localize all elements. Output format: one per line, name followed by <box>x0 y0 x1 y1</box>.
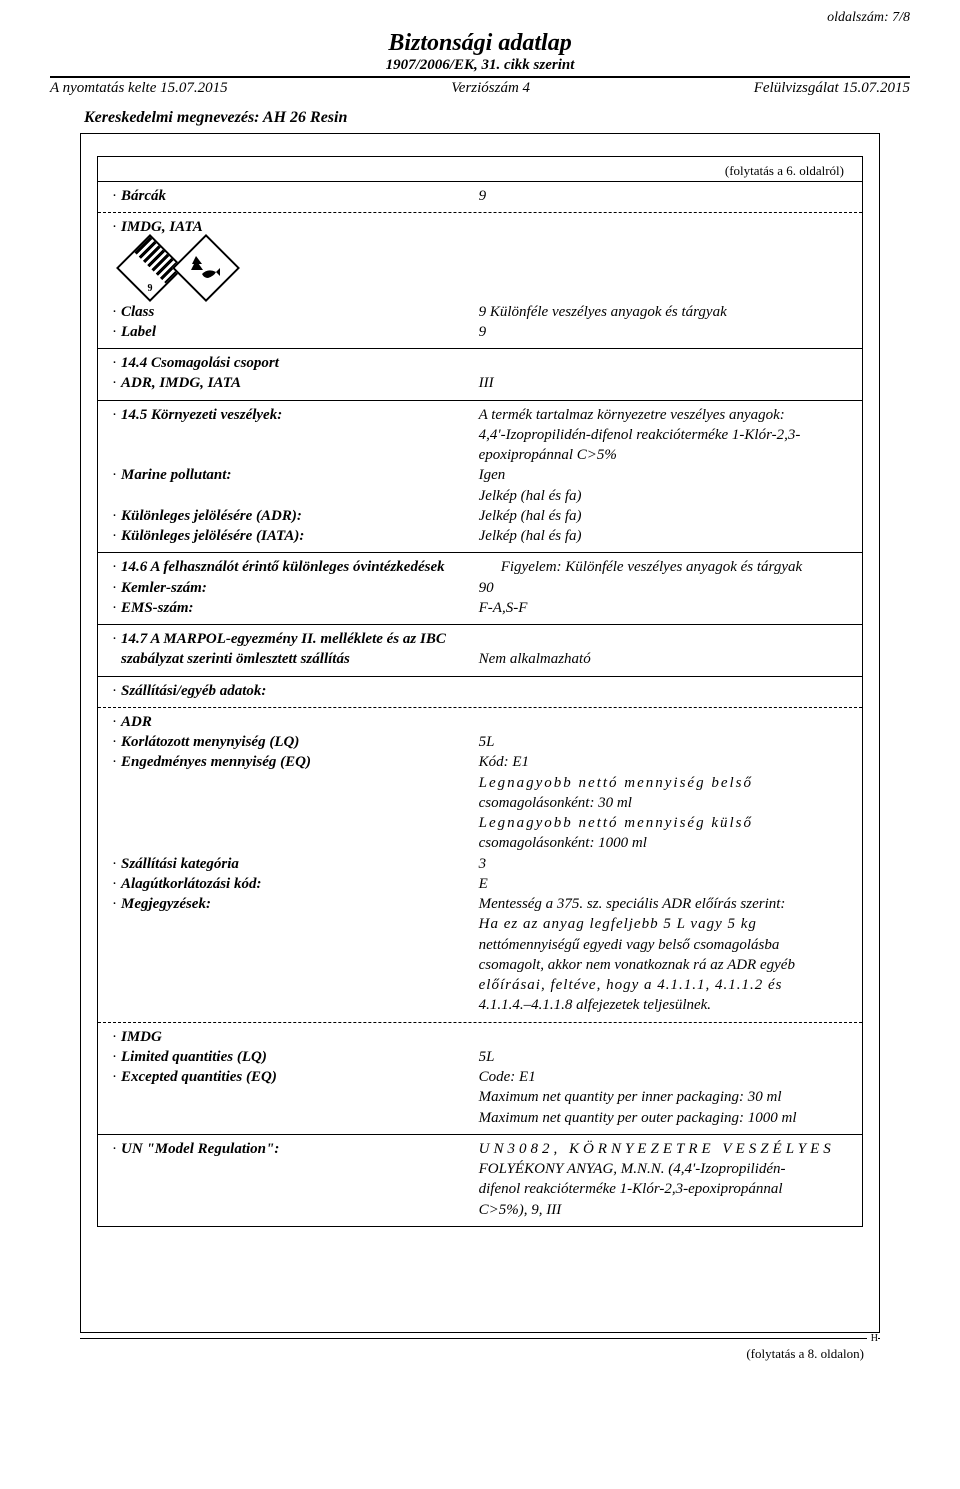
special-adr-value: Jelkép (hal és fa) <box>479 506 848 526</box>
env-val2: 4,4'-Izopropilidén-difenol reakciótermék… <box>479 425 848 466</box>
notes-l2e: 4.1.1.4.–4.1.1.8 alfejezetek teljesülnek… <box>479 995 848 1015</box>
imdg-eq-code: Code: E1 <box>479 1067 848 1087</box>
footer-rule: H <box>80 1333 880 1344</box>
env-label: 14.5 Környezeti veszélyek: <box>121 405 282 425</box>
shipping-heading: Szállítási/egyéb adatok: <box>121 681 266 701</box>
ems-value: F-A,S-F <box>479 598 848 618</box>
tunnel-value: E <box>479 874 848 894</box>
class-label: Class <box>121 302 154 322</box>
special-adr-label: Különleges jelölésére (ADR): <box>121 506 302 526</box>
section-imdg-iata: ·IMDG, IATA 9 ·Class 9 Különf <box>98 212 862 348</box>
continued-to: (folytatás a 8. oldalon) <box>50 1346 864 1362</box>
doc-subtitle: 1907/2006/EK, 31. cikk szerint <box>50 57 910 74</box>
adr-imdg-iata-value: III <box>479 373 848 393</box>
cat-value: 3 <box>479 854 848 874</box>
notes-l2b: nettómennyiségű egyedi vagy belső csomag… <box>479 935 848 955</box>
notes-l1: Mentesség a 375. sz. speciális ADR előír… <box>479 894 848 914</box>
print-date: A nyomtatás kelte 15.07.2015 <box>50 80 228 97</box>
section-barcak: ·Bárcák 9 <box>98 181 862 212</box>
adr-imdg-iata-label: ADR, IMDG, IATA <box>121 373 241 393</box>
page-number: oldalszám: 7/8 <box>50 10 910 26</box>
eq-outer-a: Legnagyobb nettó mennyiség külső <box>479 813 848 833</box>
doc-title: Biztonsági adatlap <box>50 30 910 57</box>
section-special-precautions: ·14.6 A felhasználót érintő különleges ó… <box>98 552 862 624</box>
imdg-iata-label: IMDG, IATA <box>121 217 203 237</box>
notes-l2d: előírásai, feltéve, hogy a 4.1.1.1, 4.1.… <box>479 975 848 995</box>
eq-code: Kód: E1 <box>479 752 848 772</box>
un-l1a: UN3082, KÖRNYEZETRE VESZÉLYES <box>479 1139 848 1159</box>
kemler-label: Kemler-szám: <box>121 578 207 598</box>
spec-value: Figyelem: Különféle veszélyes anyagok és… <box>501 557 848 577</box>
header-rule <box>50 76 910 78</box>
ems-label: EMS-szám: <box>121 598 194 618</box>
imdg-heading: IMDG <box>121 1027 162 1047</box>
section-marpol: ·14.7 A MARPOL-egyezmény II. melléklete … <box>98 624 862 676</box>
class-value: 9 Különféle veszélyes anyagok és tárgyak <box>479 302 848 322</box>
lq-value: 5L <box>479 732 848 752</box>
special-iata-label: Különleges jelölésére (IATA): <box>121 526 304 546</box>
imdg-lq-value: 5L <box>479 1047 848 1067</box>
trade-name: Kereskedelmi megnevezés: AH 26 Resin <box>84 109 910 127</box>
lq-label: Korlátozott menynyiség (LQ) <box>121 732 299 752</box>
class9-pictogram: 9 <box>126 244 174 292</box>
un-l1c: difenol reakcióterméke 1-Klór-2,3-epoxip… <box>479 1179 848 1199</box>
fish-tree-icon <box>190 252 222 284</box>
section-shipping-other: ·Szállítási/egyéb adatok: <box>98 676 862 707</box>
barcak-value: 9 <box>479 186 848 206</box>
section-adr: ·ADR ·Korlátozott menynyiség (LQ) 5L ·En… <box>98 707 862 1022</box>
tunnel-label: Alagútkorlátozási kód: <box>121 874 261 894</box>
marpol-value: Nem alkalmazható <box>479 649 848 669</box>
eq-label: Engedményes mennyiség (EQ) <box>121 752 311 772</box>
imdg-eq-inner: Maximum net quantity per inner packaging… <box>479 1087 848 1107</box>
kemler-value: 90 <box>479 578 848 598</box>
un-l1d: C>5%), 9, III <box>479 1200 848 1220</box>
inner-box: (folytatás a 6. oldalról) ·Bárcák 9 ·IMD… <box>97 156 863 1227</box>
marine-label: Marine pollutant: <box>121 465 231 485</box>
eq-inner-b: csomagolásonként: 30 ml <box>479 793 848 813</box>
stripes-icon <box>132 250 168 286</box>
meta-row: A nyomtatás kelte 15.07.2015 Verziószám … <box>50 80 910 97</box>
section-imdg: ·IMDG ·Limited quantities (LQ) 5L ·Excep… <box>98 1022 862 1134</box>
marpol-line2: szabályzat szerinti ömlesztett szállítás <box>121 649 350 669</box>
continued-from: (folytatás a 6. oldalról) <box>98 163 844 179</box>
barcak-label: Bárcák <box>121 186 166 206</box>
label-value: 9 <box>479 322 848 342</box>
env-hazard-pictogram <box>182 244 230 292</box>
section-un-model: ·UN "Model Regulation": UN3082, KÖRNYEZE… <box>98 1134 862 1226</box>
env-val1: A termék tartalmaz környezetre veszélyes… <box>479 405 848 425</box>
section-env-hazards: ·14.5 Környezeti veszélyek: A termék tar… <box>98 400 862 553</box>
imdg-eq-outer: Maximum net quantity per outer packaging… <box>479 1108 848 1128</box>
notes-l2c: csomagolt, akkor nem vonatkoznak rá az A… <box>479 955 848 975</box>
marine-val2: Jelkép (hal és fa) <box>479 486 848 506</box>
notes-l2a: Ha ez az anyag legfeljebb 5 L vagy 5 kg <box>479 914 848 934</box>
marpol-line1: 14.7 A MARPOL-egyezmény II. melléklete é… <box>121 629 446 649</box>
pkg-heading: 14.4 Csomagolási csoport <box>121 353 279 373</box>
pictograms: 9 <box>126 244 848 292</box>
notes-label: Megjegyzések: <box>121 894 211 914</box>
spec-label: 14.6 A felhasználót érintő különleges óv… <box>121 557 445 577</box>
outer-box: (folytatás a 6. oldalról) ·Bárcák 9 ·IMD… <box>80 133 880 1333</box>
version: Verziószám 4 <box>451 80 530 97</box>
imdg-lq-label: Limited quantities (LQ) <box>121 1047 267 1067</box>
h-mark: H <box>871 1333 878 1344</box>
eq-inner-a: Legnagyobb nettó mennyiség belső <box>479 773 848 793</box>
special-iata-value: Jelkép (hal és fa) <box>479 526 848 546</box>
label-label: Label <box>121 322 156 342</box>
class9-number: 9 <box>148 283 153 294</box>
adr-heading: ADR <box>121 712 152 732</box>
marine-val1: Igen <box>479 465 848 485</box>
section-packaging-group: ·14.4 Csomagolási csoport ·ADR, IMDG, IA… <box>98 348 862 400</box>
imdg-eq-label: Excepted quantities (EQ) <box>121 1067 277 1087</box>
cat-label: Szállítási kategória <box>121 854 239 874</box>
eq-outer-b: csomagolásonként: 1000 ml <box>479 833 848 853</box>
un-l1b: FOLYÉKONY ANYAG, M.N.N. (4,4'-Izopropili… <box>479 1159 848 1179</box>
un-label: UN "Model Regulation": <box>121 1139 279 1159</box>
review-date: Felülvizsgálat 15.07.2015 <box>754 80 910 97</box>
